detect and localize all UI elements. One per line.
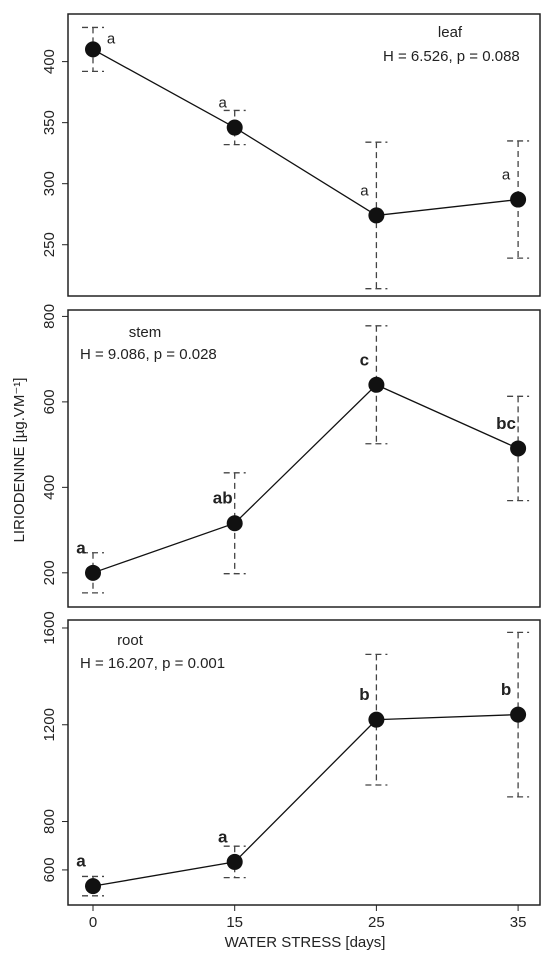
panel-title: root [117,632,144,649]
stat-annotation: H = 16.207, p = 0.001 [80,655,225,672]
stat-annotation: H = 6.526, p = 0.088 [383,48,520,65]
significance-label: a [360,182,369,199]
significance-label: a [218,827,228,846]
series-line [92,713,519,887]
y-tick-label: 400 [41,475,58,500]
data-point [226,853,243,870]
error-bar [365,325,388,445]
data-point [85,41,101,58]
panel-title: leaf [438,24,463,41]
significance-label: c [360,350,369,369]
error-bar [223,109,246,146]
plot-frame [67,13,541,297]
data-point [510,440,527,457]
y-tick-label: 350 [41,110,58,135]
y-tick-label: 600 [41,857,58,882]
y-tick-label: 400 [41,49,58,74]
series-line [92,48,519,217]
y-tick-label: 800 [41,809,58,834]
y-axis-label: LIRIODENINE [µg.VM⁻¹] [11,378,28,543]
significance-label: a [76,852,86,871]
stat-annotation: H = 9.086, p = 0.028 [80,346,217,363]
significance-label: a [76,538,86,557]
data-point [368,376,385,393]
significance-label: a [219,95,228,112]
panel-title: stem [129,324,162,341]
y-tick-label: 1200 [41,708,58,741]
x-axis-label: WATER STRESS [days] [225,934,386,951]
x-tick-label: 25 [368,914,385,931]
plot-frame [67,309,541,608]
data-point [226,119,243,136]
data-point [85,878,101,895]
data-point [510,706,527,723]
data-point [85,564,101,581]
significance-label: a [502,167,511,184]
x-tick-label: 35 [510,914,527,931]
plot-frame [67,619,541,906]
significance-label: b [501,680,511,699]
y-tick-label: 600 [41,389,58,414]
y-tick-label: 300 [41,171,58,196]
x-tick-label: 15 [226,914,243,931]
significance-label: bc [496,414,516,433]
data-point [368,711,385,728]
y-tick-label: 200 [41,560,58,585]
significance-label: a [107,30,116,47]
y-tick-label: 1600 [41,611,58,644]
data-point [510,191,527,208]
series-line [92,384,519,574]
data-point [368,207,385,224]
x-tick-label: 0 [89,914,97,931]
significance-label: ab [213,489,233,508]
y-tick-label: 250 [41,232,58,257]
significance-label: b [359,685,369,704]
y-tick-label: 800 [41,304,58,329]
data-point [226,515,243,532]
error-bar [507,140,530,259]
